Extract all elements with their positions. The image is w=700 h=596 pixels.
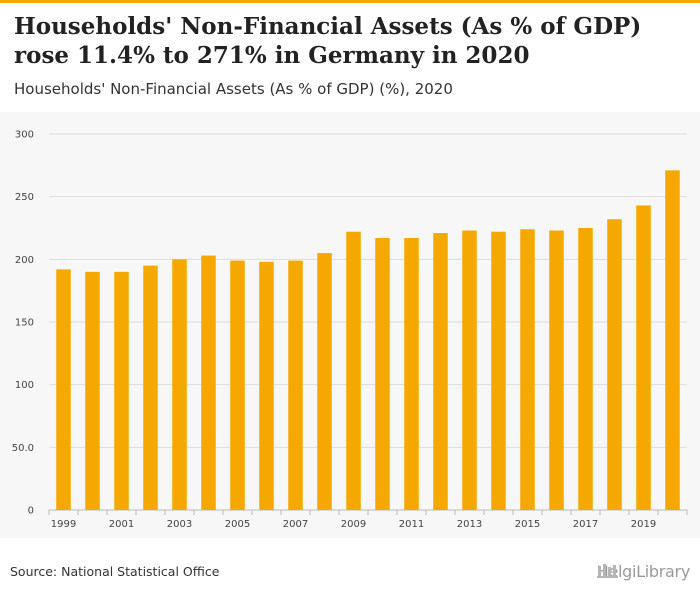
bar-2003[interactable] xyxy=(172,259,187,510)
y-tick-label: 200 xyxy=(15,255,34,266)
bar-2004[interactable] xyxy=(201,255,216,510)
x-tick-label: 2009 xyxy=(341,519,366,530)
y-tick-label: 0 xyxy=(28,506,34,517)
bars xyxy=(56,170,680,511)
brand-logo[interactable]: HelgiLibrary xyxy=(596,562,691,581)
bar-2007[interactable] xyxy=(288,260,303,510)
bar-chart: 0 50.0 100 150 200 250 300 1999 2001 2003 2005 200… xyxy=(12,130,688,530)
y-tick-label: 50.0 xyxy=(12,443,34,454)
chart-subtitle: Households' Non-Financial Assets (As % o… xyxy=(14,80,453,98)
chart-title: Households' Non-Financial Assets (As % o… xyxy=(14,13,642,69)
source-note: Source: National Statistical Office xyxy=(10,564,220,579)
x-tick-label: 2013 xyxy=(457,519,482,530)
y-tick-label: 150 xyxy=(15,318,34,329)
library-icon xyxy=(596,564,618,578)
bar-2010[interactable] xyxy=(375,238,390,510)
footer: Source: National Statistical Office Helg… xyxy=(0,538,700,596)
brand-name: HelgiLibrary xyxy=(596,562,691,581)
bar-2016[interactable] xyxy=(549,230,564,511)
bar-2013[interactable] xyxy=(462,230,477,511)
bar-2018[interactable] xyxy=(607,219,622,510)
bar-2014[interactable] xyxy=(491,231,506,510)
chart-area: 0 50.0 100 150 200 250 300 1999 2001 2003 2005 200… xyxy=(0,112,700,538)
bar-2011[interactable] xyxy=(404,238,419,510)
x-axis: 1999 2001 2003 2005 2007 2009 2011 2013 2015 2017… xyxy=(48,510,688,530)
bar-2015[interactable] xyxy=(520,229,535,510)
x-tick-label: 2007 xyxy=(283,519,308,530)
bar-2001[interactable] xyxy=(114,271,129,510)
bar-2000[interactable] xyxy=(85,271,100,510)
y-axis: 0 50.0 100 150 200 250 300 xyxy=(12,130,34,517)
bar-2006[interactable] xyxy=(259,261,274,510)
y-tick-label: 100 xyxy=(15,380,34,391)
x-tick-label: 1999 xyxy=(51,519,76,530)
bar-2020[interactable] xyxy=(665,170,680,510)
bar-2008[interactable] xyxy=(317,253,332,511)
bar-2002[interactable] xyxy=(143,265,158,510)
y-tick-label: 250 xyxy=(15,192,34,203)
accent-rule xyxy=(0,0,700,3)
x-tick-label: 2011 xyxy=(399,519,424,530)
bar-1999[interactable] xyxy=(56,269,71,510)
x-tick-label: 2017 xyxy=(573,519,598,530)
bar-2009[interactable] xyxy=(346,231,361,510)
x-tick-label: 2019 xyxy=(631,519,656,530)
bar-2005[interactable] xyxy=(230,260,245,510)
y-tick-label: 300 xyxy=(15,130,34,141)
x-tick-label: 2001 xyxy=(109,519,134,530)
bar-2017[interactable] xyxy=(578,228,593,510)
x-tick-label: 2003 xyxy=(167,519,192,530)
x-tick-label: 2015 xyxy=(515,519,540,530)
bar-2012[interactable] xyxy=(433,233,448,510)
x-tick-label: 2005 xyxy=(225,519,250,530)
bar-2019[interactable] xyxy=(636,205,651,510)
